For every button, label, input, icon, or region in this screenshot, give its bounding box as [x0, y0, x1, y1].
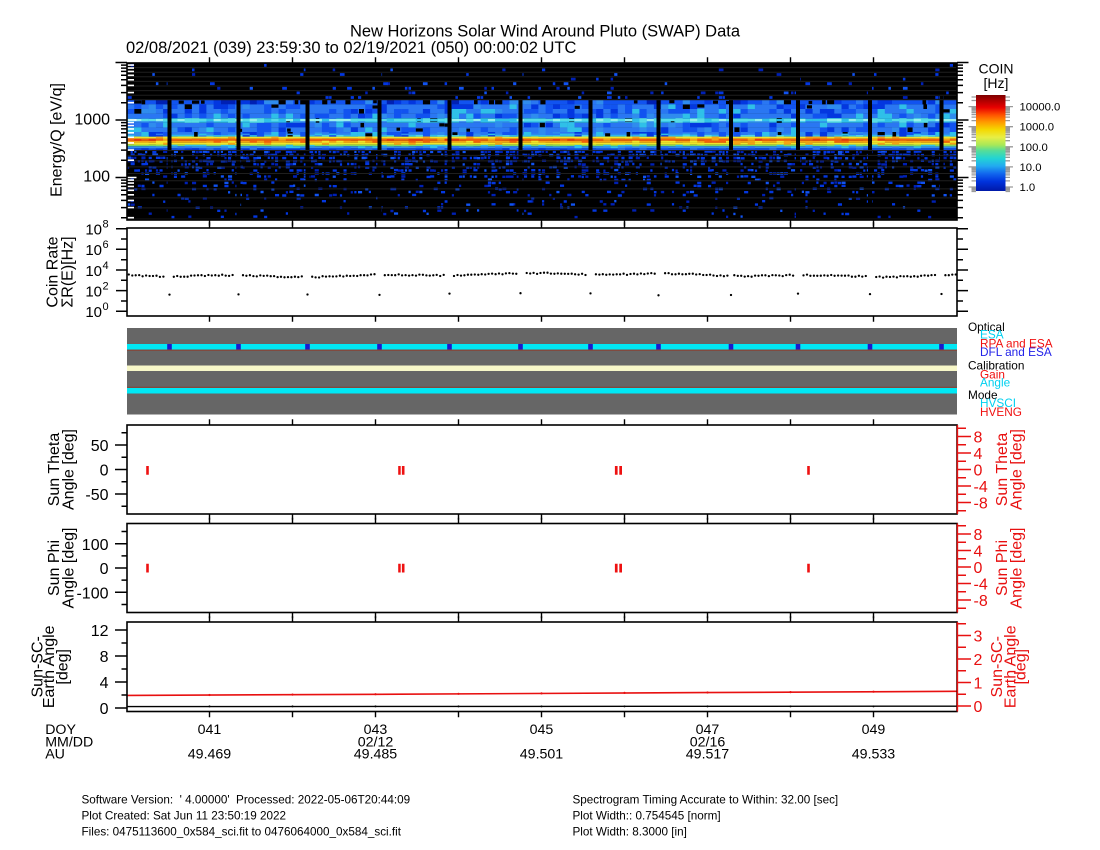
- svg-text:049: 049: [862, 722, 886, 738]
- svg-text:Optical: Optical: [968, 320, 1005, 334]
- svg-text:0: 0: [974, 699, 983, 716]
- svg-text:49.485: 49.485: [354, 747, 398, 763]
- svg-text:AU: AU: [45, 747, 65, 763]
- svg-text:49.533: 49.533: [852, 747, 896, 763]
- svg-text:-8: -8: [974, 495, 988, 512]
- svg-text:02/08/2021 (039) 23:59:30 to 0: 02/08/2021 (039) 23:59:30 to 02/19/2021 …: [126, 39, 576, 57]
- svg-text:Energy/Q [eV/q]: Energy/Q [eV/q]: [49, 83, 66, 197]
- svg-text:50: 50: [91, 438, 109, 455]
- svg-text:1: 1: [974, 675, 983, 692]
- svg-text:100: 100: [83, 169, 110, 186]
- svg-text:Angle: Angle: [980, 376, 1011, 390]
- svg-text:[deg]: [deg]: [55, 649, 72, 685]
- svg-text:3: 3: [974, 628, 983, 645]
- svg-text:1000.0: 1000.0: [1020, 122, 1055, 134]
- svg-text:Calibration: Calibration: [968, 359, 1024, 373]
- svg-text:4: 4: [103, 260, 109, 272]
- svg-text:0: 0: [974, 462, 983, 479]
- svg-text:Mode: Mode: [968, 388, 998, 402]
- svg-text:100: 100: [82, 537, 109, 554]
- svg-text:047: 047: [696, 722, 720, 738]
- svg-text:8: 8: [974, 527, 983, 544]
- svg-text:0: 0: [103, 301, 109, 313]
- svg-text:1000: 1000: [74, 112, 110, 129]
- svg-text:Gain: Gain: [980, 368, 1005, 382]
- svg-text:100.0: 100.0: [1020, 142, 1048, 154]
- svg-text:Files: 0475113600_0x584_sci.fi: Files: 0475113600_0x584_sci.fit to 04760…: [82, 826, 402, 839]
- svg-text:Sun-SC-: Sun-SC-: [30, 636, 47, 697]
- svg-text:10: 10: [85, 222, 102, 239]
- svg-text:DOY: DOY: [45, 722, 76, 738]
- svg-text:0: 0: [100, 462, 109, 479]
- svg-text:[Hz]: [Hz]: [984, 75, 1009, 91]
- svg-text:-50: -50: [85, 487, 108, 504]
- svg-text:Sun-SC-: Sun-SC-: [989, 636, 1006, 697]
- svg-text:ΣR(E)[Hz]: ΣR(E)[Hz]: [60, 236, 77, 307]
- svg-text:043: 043: [364, 722, 388, 738]
- svg-text:4: 4: [974, 543, 983, 560]
- svg-text:Angle [deg]: Angle [deg]: [61, 528, 78, 609]
- svg-text:New Horizons Solar Wind Around: New Horizons Solar Wind Around Pluto (SW…: [350, 23, 741, 41]
- svg-text:Earth Angle: Earth Angle: [1003, 625, 1020, 708]
- svg-text:Sun Phi: Sun Phi: [994, 540, 1011, 596]
- svg-text:-100: -100: [76, 585, 108, 602]
- svg-text:-8: -8: [974, 593, 988, 610]
- svg-text:041: 041: [198, 722, 222, 738]
- svg-text:Sun Theta: Sun Theta: [46, 433, 63, 507]
- svg-text:10: 10: [85, 304, 102, 321]
- svg-text:4: 4: [100, 675, 109, 692]
- svg-text:Plot Created: Sat Jun 11 23:50: Plot Created: Sat Jun 11 23:50:19 2022: [82, 810, 286, 823]
- svg-text:0: 0: [100, 701, 109, 718]
- svg-text:Angle [deg]: Angle [deg]: [61, 429, 78, 510]
- svg-text:6: 6: [103, 239, 109, 251]
- svg-text:02/12: 02/12: [358, 735, 394, 751]
- svg-text:Sun Theta: Sun Theta: [994, 433, 1011, 507]
- svg-text:0: 0: [100, 561, 109, 578]
- svg-text:RPA and ESA: RPA and ESA: [980, 337, 1053, 351]
- svg-text:Angle [deg]: Angle [deg]: [1009, 429, 1026, 510]
- svg-text:DFL and ESA: DFL and ESA: [980, 345, 1052, 359]
- svg-text:10000.0: 10000.0: [1020, 102, 1061, 114]
- svg-text:Plot Width:: 0.754545 [norm]: Plot Width:: 0.754545 [norm]: [573, 810, 721, 823]
- svg-text:Software Version: ' 4.00000': Software Version: ' 4.00000' Processed: …: [82, 794, 411, 807]
- svg-text:8: 8: [974, 429, 983, 446]
- svg-text:8: 8: [100, 649, 109, 666]
- svg-text:49.501: 49.501: [520, 747, 564, 763]
- svg-text:4: 4: [974, 446, 983, 463]
- svg-text:10: 10: [85, 283, 102, 300]
- svg-text:8: 8: [103, 219, 109, 231]
- svg-text:02/16: 02/16: [690, 735, 726, 751]
- svg-text:12: 12: [91, 623, 109, 640]
- svg-text:[deg]: [deg]: [1013, 649, 1030, 685]
- svg-text:49.517: 49.517: [686, 747, 730, 763]
- svg-text:10.0: 10.0: [1020, 162, 1042, 174]
- svg-text:0: 0: [974, 560, 983, 577]
- svg-text:49.469: 49.469: [188, 747, 232, 763]
- svg-text:1.0: 1.0: [1020, 182, 1036, 194]
- svg-text:COIN: COIN: [979, 61, 1014, 77]
- svg-text:Plot Width: 8.3000 [in]: Plot Width: 8.3000 [in]: [573, 826, 687, 839]
- svg-text:Spectrogram Timing Accurate to: Spectrogram Timing Accurate to Within: 3…: [573, 794, 839, 807]
- svg-text:HVENG: HVENG: [980, 405, 1022, 419]
- svg-text:ESA: ESA: [980, 328, 1004, 342]
- svg-text:2: 2: [974, 652, 983, 669]
- svg-text:10: 10: [85, 263, 102, 280]
- svg-text:Earth Angle: Earth Angle: [41, 625, 58, 708]
- svg-text:045: 045: [530, 722, 554, 738]
- svg-text:Sun Phi: Sun Phi: [46, 540, 63, 596]
- svg-text:Coin Rate: Coin Rate: [45, 236, 62, 307]
- svg-text:2: 2: [103, 280, 109, 292]
- svg-text:MM/DD: MM/DD: [45, 735, 93, 751]
- svg-text:HVSCI: HVSCI: [980, 396, 1016, 410]
- svg-text:10: 10: [85, 242, 102, 259]
- svg-text:Angle [deg]: Angle [deg]: [1009, 528, 1026, 609]
- svg-text:-4: -4: [974, 479, 988, 496]
- svg-text:-4: -4: [974, 576, 988, 593]
